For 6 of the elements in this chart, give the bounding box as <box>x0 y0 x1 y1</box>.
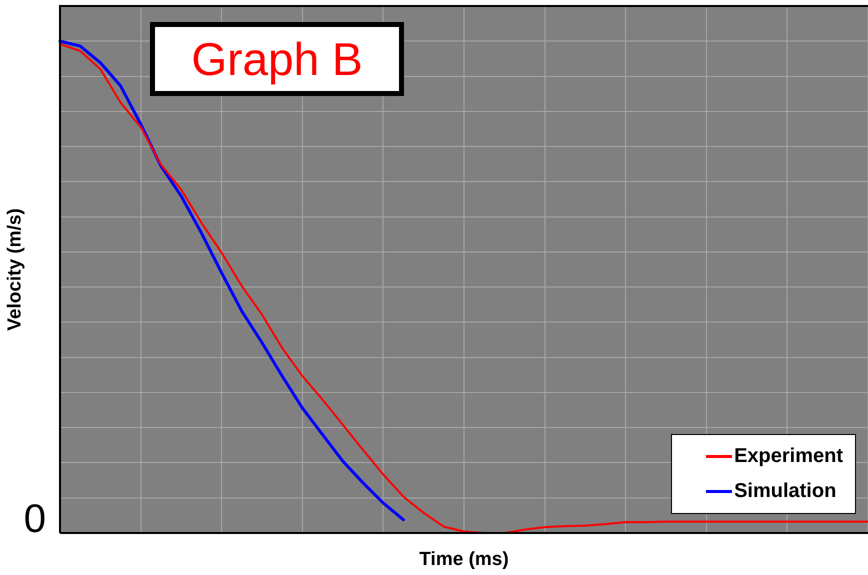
x-axis-title: Time (ms) <box>419 548 509 570</box>
legend-label: Experiment <box>734 445 843 468</box>
legend-label: Simulation <box>734 480 836 503</box>
ref-line-label: 0 <box>24 497 46 542</box>
y-axis-title: Velocity (m/s) <box>4 208 26 331</box>
chart-title: Graph B <box>150 22 404 96</box>
